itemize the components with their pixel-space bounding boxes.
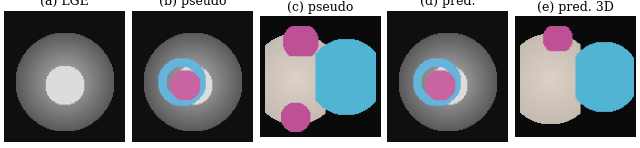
Title: (c) pseudo: (c) pseudo <box>287 1 353 14</box>
Title: (a) LGE: (a) LGE <box>40 0 89 8</box>
Title: (e) pred. 3D: (e) pred. 3D <box>537 1 614 14</box>
Title: (b) pseudo: (b) pseudo <box>159 0 226 8</box>
Title: (d) pred.: (d) pred. <box>420 0 476 8</box>
